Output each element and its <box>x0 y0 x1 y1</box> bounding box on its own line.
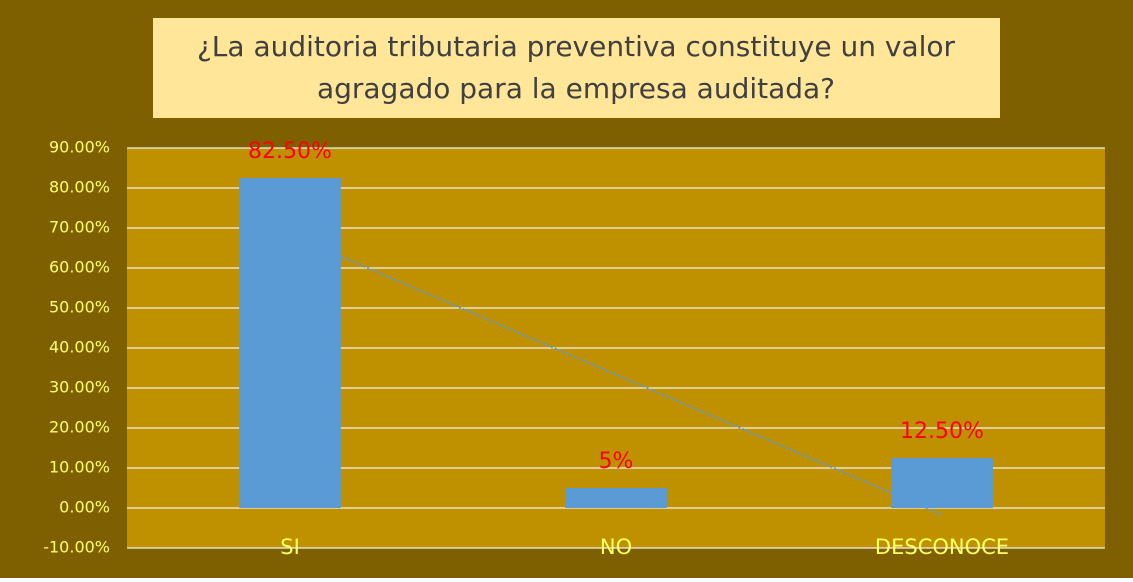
data-label: 5% <box>599 449 634 474</box>
y-tick-label: 30.00% <box>49 378 110 397</box>
y-tick-label: 70.00% <box>49 218 110 237</box>
x-tick-label: SI <box>280 535 300 559</box>
y-tick-label: 20.00% <box>49 418 110 437</box>
bar <box>565 488 667 508</box>
y-tick-label: 40.00% <box>49 338 110 357</box>
y-tick-label: 80.00% <box>49 178 110 197</box>
chart-title: ¿La auditoria tributaria preventiva cons… <box>197 30 956 105</box>
y-tick-label: 0.00% <box>59 498 110 517</box>
y-tick-label: 60.00% <box>49 258 110 277</box>
x-tick-label: DESCONOCE <box>875 535 1009 559</box>
x-tick-label: NO <box>600 535 632 559</box>
y-tick-label: 90.00% <box>49 138 110 157</box>
bar <box>891 458 993 508</box>
title-box <box>153 18 1000 118</box>
y-tick-label: -10.00% <box>43 538 110 557</box>
bar <box>239 178 341 508</box>
y-tick-label: 10.00% <box>49 458 110 477</box>
data-label: 12.50% <box>900 419 984 444</box>
data-label: 82.50% <box>248 139 332 164</box>
y-tick-label: 50.00% <box>49 298 110 317</box>
